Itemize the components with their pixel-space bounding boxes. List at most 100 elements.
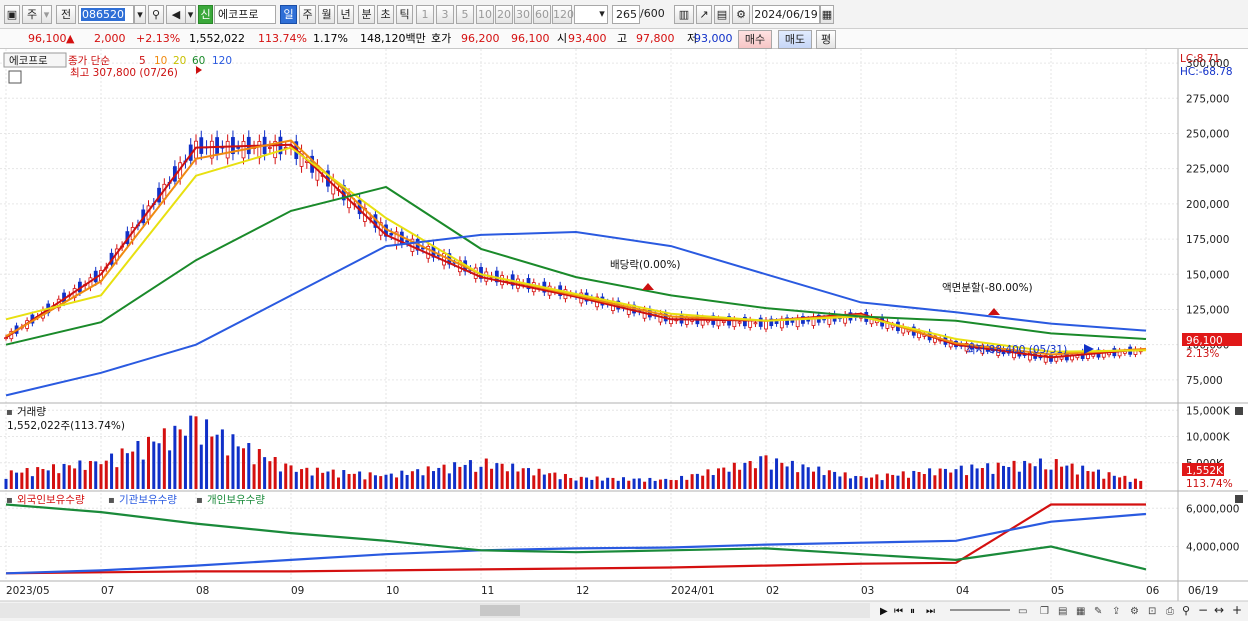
volume-bar — [574, 480, 578, 489]
volume-bar — [627, 480, 631, 489]
volume-bar — [880, 480, 884, 489]
sound-icon[interactable]: ◀ — [166, 5, 186, 24]
holdings-y-tick: 4,000,000 — [1186, 542, 1239, 554]
x-axis-label: 2024/01 — [671, 585, 715, 597]
chart-area[interactable]: 300,000 275,000 250,000 225,000 200,000 175,0… — [0, 49, 1248, 621]
legend-ma-60[interactable]: 60 — [192, 55, 205, 67]
volume-bar — [822, 475, 826, 489]
volume-bar — [1038, 458, 1042, 489]
tab-second[interactable]: 초 — [377, 5, 394, 24]
chevron-down-icon[interactable]: ▾ — [42, 5, 52, 24]
calendar-icon[interactable]: ▦ — [820, 5, 834, 24]
search-icon[interactable]: ⚲ — [148, 5, 164, 24]
legend-ma-120[interactable]: 120 — [212, 55, 232, 67]
grid-icon[interactable]: ▦ — [1076, 606, 1085, 617]
tab-minute[interactable]: 분 — [358, 5, 375, 24]
lock-icon[interactable]: ⊡ — [1148, 606, 1156, 617]
volume-bar — [405, 474, 409, 489]
volume-bar — [907, 477, 910, 489]
tick-5-button[interactable]: 5 — [456, 5, 474, 24]
pause-icon[interactable]: ⏸ — [910, 606, 915, 617]
interval-dropdown-icon[interactable]: ▾ — [599, 7, 605, 20]
volume-bar — [257, 449, 261, 489]
save-icon[interactable]: ▤ — [714, 5, 730, 24]
layers-icon[interactable]: ▤ — [1058, 606, 1067, 617]
tick-3-button[interactable]: 3 — [436, 5, 454, 24]
draw-icon[interactable]: ✎ — [1094, 606, 1102, 617]
date-input[interactable]: 2024/06/19 — [752, 5, 820, 24]
gear-icon[interactable]: ⚙ — [732, 5, 750, 24]
volume-bar — [943, 468, 947, 489]
table-toggle-icon[interactable] — [8, 70, 22, 84]
share-icon[interactable]: ⇪ — [1112, 606, 1120, 617]
period-jong-button[interactable]: 주 — [22, 5, 42, 24]
chart-type-icon[interactable]: ▥ — [674, 5, 694, 24]
volume-bar — [379, 476, 383, 489]
window-layout-icon[interactable]: ▭ — [1018, 606, 1027, 617]
high-price: 97,800 — [636, 32, 675, 45]
custom-interval-input[interactable] — [574, 5, 608, 24]
tab-tick[interactable]: 틱 — [396, 5, 413, 24]
volume-bar — [569, 477, 573, 489]
tab-week[interactable]: 주 — [299, 5, 316, 24]
settings-icon[interactable]: ⚙ — [1130, 606, 1139, 617]
tick-1-button[interactable]: 1 — [416, 5, 434, 24]
volume-bar — [870, 477, 874, 489]
scroll-end-icon[interactable]: ⏭ — [926, 606, 935, 617]
volume-bar — [706, 469, 710, 489]
x-axis-label: 11 — [481, 585, 494, 597]
scroll-thumb[interactable] — [480, 605, 520, 616]
sound-dropdown-icon[interactable]: ▾ — [186, 5, 196, 24]
window-icon[interactable]: ▣ — [4, 5, 20, 24]
volume-bar — [817, 466, 821, 489]
candle-body — [405, 240, 410, 243]
copy-icon[interactable]: ❐ — [1040, 606, 1049, 617]
period-jeon-button[interactable]: 전 — [56, 5, 76, 24]
tab-month[interactable]: 월 — [318, 5, 335, 24]
sell-button[interactable]: 매도 — [778, 30, 812, 49]
print-icon[interactable]: ⎙ — [1166, 606, 1174, 617]
code-dropdown-icon[interactable]: ▾ — [134, 5, 146, 24]
evaluate-button[interactable]: 평 — [816, 30, 836, 49]
price-y-tick: 275,000 — [1186, 93, 1229, 105]
stock-code-input[interactable]: 086520 — [78, 5, 134, 24]
tab-year[interactable]: 년 — [337, 5, 354, 24]
horizontal-scrollbar[interactable] — [0, 603, 870, 618]
legend-ma-5[interactable]: 5 — [139, 55, 146, 67]
x-axis-label: 04 — [956, 585, 970, 597]
volume-pane-close-icon[interactable] — [1235, 407, 1243, 415]
volume-bar — [46, 470, 50, 489]
volume-bar — [727, 471, 731, 489]
candle-body — [758, 317, 763, 327]
search-zoom-icon[interactable]: ⚲ — [1182, 604, 1190, 617]
tick-60-button[interactable]: 60 — [533, 5, 551, 24]
volume-bar — [922, 474, 926, 489]
volume-bar — [210, 436, 214, 489]
view-count-input[interactable]: 265 — [612, 5, 640, 24]
zoom-in-icon[interactable]: + — [1232, 603, 1242, 617]
buy-button[interactable]: 매수 — [738, 30, 772, 49]
zoom-reset-icon[interactable]: ↔ — [1214, 603, 1224, 617]
zoom-out-icon[interactable]: − — [1198, 603, 1208, 617]
scroll-right-icon[interactable]: ▶ — [880, 606, 888, 617]
tick-10-button[interactable]: 10 — [476, 5, 494, 24]
volume-bar — [1070, 463, 1074, 489]
legend-ma-20[interactable]: 20 — [173, 55, 186, 67]
volume-bar — [1054, 459, 1058, 489]
scroll-start-icon[interactable]: ⏮ — [894, 606, 903, 617]
tick-120-button[interactable]: 120 — [552, 5, 574, 24]
volume-bar — [99, 464, 103, 489]
volume-bar — [358, 471, 362, 489]
tick-20-button[interactable]: 20 — [495, 5, 513, 24]
legend-ma-10[interactable]: 10 — [154, 55, 167, 67]
holdings-pane-close-icon[interactable] — [1235, 495, 1243, 503]
volume-bar — [838, 476, 842, 489]
tick-30-button[interactable]: 30 — [514, 5, 532, 24]
candle-body — [1043, 355, 1048, 363]
draw-line-icon[interactable]: ↗ — [696, 5, 712, 24]
tab-day[interactable]: 일 — [280, 5, 297, 24]
volume-bar — [537, 468, 541, 489]
stock-name-tag[interactable] — [3, 52, 67, 68]
volume-bar — [690, 474, 694, 489]
volume-value: 1,552,022 — [189, 32, 245, 45]
